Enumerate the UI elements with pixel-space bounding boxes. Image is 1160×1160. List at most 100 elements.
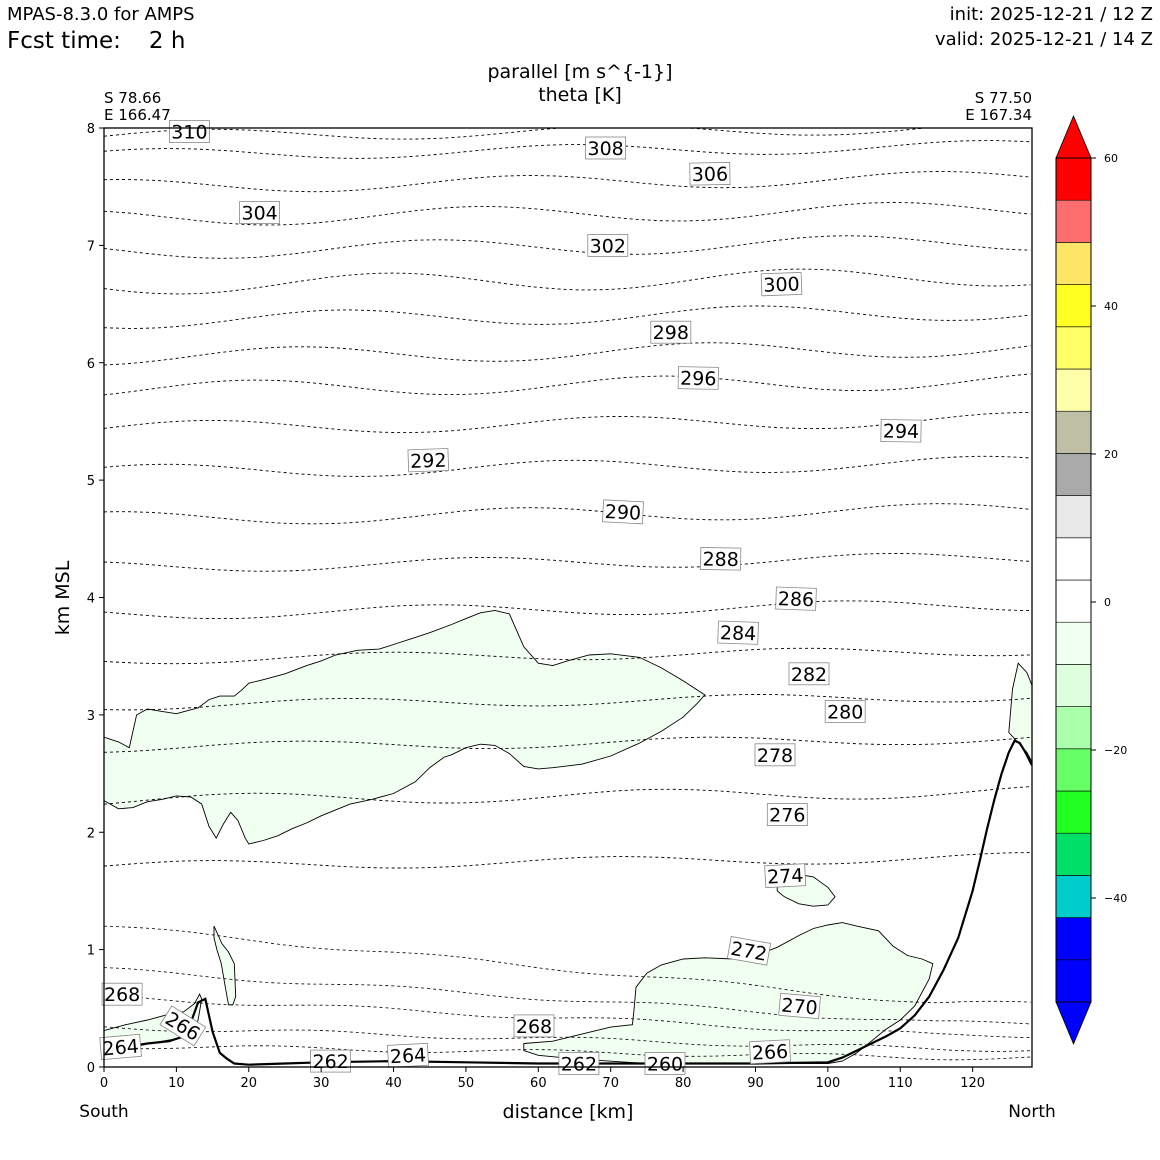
theta-label-text: 296 <box>680 368 717 391</box>
theta-label: 308 <box>585 136 626 160</box>
x-tick-label: 20 <box>241 1076 258 1091</box>
theta-label-text: 266 <box>751 1041 788 1065</box>
theta-contour-line <box>104 373 1031 396</box>
theta-contour-line <box>104 553 1031 572</box>
theta-label: 264 <box>387 1042 429 1068</box>
north-label: North <box>1008 1102 1056 1122</box>
theta-label-box <box>764 863 807 889</box>
colorbar-band <box>1055 199 1092 243</box>
colorbar-band <box>1055 495 1092 539</box>
theta-label-box <box>558 1052 600 1075</box>
colorbar-band <box>1055 579 1092 623</box>
theta-contour-labels: 310 308 306 304 302 300 298 296 294 292 290 288 286 2… <box>99 120 922 1076</box>
colorbar-tick-label: 0 <box>1104 596 1111 609</box>
theta-label-text: 274 <box>767 865 804 889</box>
x-axis-label: distance [km] <box>503 1101 634 1123</box>
colorbar-frame <box>1055 157 1092 1003</box>
theta-label-text: 290 <box>604 501 641 525</box>
theta-label: 296 <box>677 366 719 391</box>
theta-label-box <box>824 700 866 723</box>
theta-contour-line <box>104 1045 1031 1061</box>
theta-label-text: 298 <box>653 322 689 344</box>
theta-label: 266 <box>749 1039 791 1065</box>
wind-region-2 <box>523 922 934 1064</box>
colorbar-band <box>1055 326 1092 370</box>
y-tick-label: 4 <box>87 592 95 607</box>
theta-label-box <box>159 1005 207 1047</box>
x-tick-label: 100 <box>815 1076 840 1091</box>
theta-label: 262 <box>558 1052 600 1076</box>
colorbar-extend-high <box>1055 114 1092 159</box>
forecast-time: Fcst time: 2 h <box>7 28 185 54</box>
theta-label: 268 <box>101 982 143 1006</box>
theta-label: 300 <box>760 271 803 297</box>
theta-label-text: 302 <box>590 235 626 257</box>
theta-label-box <box>775 586 817 611</box>
theta-label-text: 262 <box>312 1051 348 1073</box>
theta-label: 288 <box>700 547 742 571</box>
colorbar-band <box>1055 748 1092 792</box>
terrain-line <box>104 739 1032 1066</box>
theta-label: 304 <box>239 201 281 225</box>
wind-region-5 <box>213 925 237 1006</box>
theta-contour-line <box>104 455 1031 477</box>
theta-label-text: 284 <box>720 622 757 645</box>
x-tick-label: 80 <box>675 1076 692 1091</box>
theta-label-box <box>650 320 692 344</box>
theta-label: 260 <box>644 1052 686 1076</box>
theta-contour-line <box>104 171 1031 193</box>
theta-label: 280 <box>824 700 866 723</box>
theta-contour-line <box>104 925 1031 1004</box>
theta-label-box <box>749 1039 791 1065</box>
colorbar-band <box>1055 157 1092 201</box>
y-axis-label: km MSL <box>52 560 74 635</box>
theta-label: 306 <box>689 162 731 186</box>
model-title: MPAS-8.3.0 for AMPS <box>7 4 195 25</box>
init-time: init: 2025-12-21 / 12 Z <box>949 4 1153 25</box>
x-tick-label: 120 <box>960 1076 985 1091</box>
colorbar-tick-label: −40 <box>1104 892 1127 905</box>
theta-label-text: 280 <box>827 701 863 723</box>
theta-contour-line <box>104 647 1031 665</box>
theta-contour-line <box>104 503 1031 525</box>
x-tick-label: 10 <box>168 1076 185 1091</box>
theta-contour-line <box>104 852 1031 869</box>
theta-label-box <box>677 366 719 390</box>
theta-label: 294 <box>880 419 922 443</box>
theta-label: 262 <box>310 1049 352 1073</box>
theta-label-box <box>407 448 450 473</box>
theta-contour-line <box>104 235 1031 259</box>
theta-contour-line <box>104 994 1031 1038</box>
colorbar-band <box>1055 368 1092 412</box>
valid-time: valid: 2025-12-21 / 14 Z <box>935 29 1153 50</box>
theta-contour-line <box>104 268 1031 295</box>
theta-label-text: 270 <box>780 994 818 1019</box>
colorbar-extend-low <box>1055 1001 1092 1046</box>
theta-contour-line <box>104 1026 1031 1052</box>
theta-label-text: 306 <box>692 163 729 186</box>
x-tick-label: 50 <box>458 1076 475 1091</box>
y-tick-label: 5 <box>87 474 95 489</box>
theta-contour-line <box>104 736 1031 753</box>
theta-label-box <box>587 233 629 257</box>
theta-label: 310 <box>168 120 210 144</box>
x-tick-label: 110 <box>888 1076 913 1091</box>
theta-label-box <box>788 662 830 686</box>
theta-label-text: 300 <box>763 273 800 296</box>
chart-title-line2: theta [K] <box>538 84 622 106</box>
theta-label-text: 276 <box>769 805 805 827</box>
theta-label-box <box>585 136 626 160</box>
colorbar-band <box>1055 959 1092 1003</box>
colorbar-tick-label: 20 <box>1104 448 1118 461</box>
theta-contour-line <box>104 786 1031 805</box>
plot-area <box>104 128 1032 1066</box>
colorbar-band <box>1055 537 1092 581</box>
colorbar: 60 40 20 0 −20 −40 <box>1055 114 1127 1046</box>
theta-label-text: 282 <box>791 664 827 686</box>
theta-contour-line <box>104 202 1031 226</box>
wind-region-1 <box>104 609 706 845</box>
x-tick-label: 90 <box>747 1076 764 1091</box>
y-tick-label: 2 <box>87 826 95 841</box>
theta-label-text: 264 <box>389 1044 426 1068</box>
y-tick-label: 8 <box>87 122 95 137</box>
